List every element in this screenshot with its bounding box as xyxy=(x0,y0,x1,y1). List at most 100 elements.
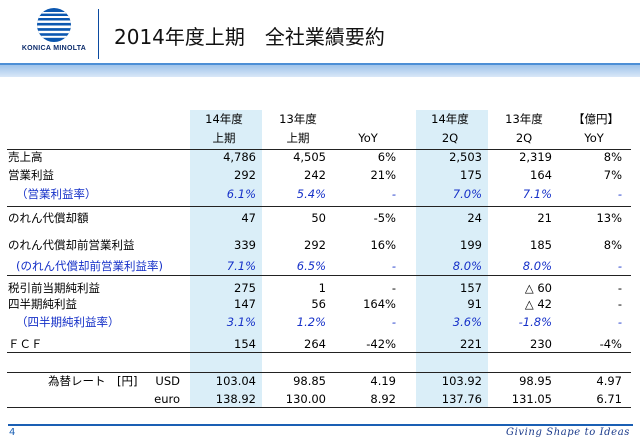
column-header: 13年度 xyxy=(279,112,317,126)
table-cell: 292 xyxy=(304,238,326,252)
table-cell: 138.92 xyxy=(215,392,256,406)
highlight-column xyxy=(190,110,262,407)
row-label: ＦＣＦ xyxy=(8,337,43,351)
table-cell: 185 xyxy=(530,238,552,252)
table-cell: - xyxy=(617,259,622,273)
table-cell: - xyxy=(617,297,622,311)
brand-slogan: Giving Shape to Ideas xyxy=(506,427,630,438)
table-cell: 6% xyxy=(377,150,396,164)
table-cell: 6.1% xyxy=(226,187,256,201)
table-cell: 98.85 xyxy=(293,374,326,388)
table-cell: 147 xyxy=(234,297,256,311)
table-cell: 8% xyxy=(603,238,622,252)
row-label: のれん代償却額 xyxy=(8,211,89,225)
column-header: 2Q xyxy=(515,131,533,145)
table-cell: 103.92 xyxy=(441,374,482,388)
column-header: 13年度 xyxy=(505,112,543,126)
table-cell: 7.0% xyxy=(452,187,482,201)
column-header: YoY xyxy=(584,131,604,145)
page-title: 2014年度上期 全社業績要約 xyxy=(114,25,385,49)
table-cell: 8% xyxy=(603,150,622,164)
table-cell: 130.00 xyxy=(285,392,326,406)
table-cell: 4.97 xyxy=(596,374,622,388)
row-label: 営業利益 xyxy=(8,168,54,182)
table-cell: 4,505 xyxy=(293,150,326,164)
table-cell: 2,319 xyxy=(519,150,552,164)
row-label: 税引前当期純利益 xyxy=(8,281,100,295)
row-label: （営業利益率） xyxy=(16,187,97,201)
table-cell: -42% xyxy=(366,337,396,351)
table-cell: 175 xyxy=(460,168,482,182)
table-cell: -5% xyxy=(373,211,396,225)
table-cell: 8.92 xyxy=(370,392,396,406)
column-header: YoY xyxy=(358,131,378,145)
table-cell: 91 xyxy=(467,297,482,311)
row-label: （四半期純利益率） xyxy=(16,315,120,329)
logo-wordmark: KONICA MINOLTA xyxy=(21,45,87,52)
table-cell: 164 xyxy=(530,168,552,182)
table-cell: 103.04 xyxy=(215,374,256,388)
table-cell: 275 xyxy=(234,281,256,295)
table-cell: - xyxy=(617,315,622,329)
fx-currency: euro xyxy=(154,392,180,406)
table-cell: 164% xyxy=(363,297,396,311)
table-cell: 8.0% xyxy=(522,259,552,273)
table-cell: 3.1% xyxy=(226,315,256,329)
table-cell: - xyxy=(617,187,622,201)
table-cell: 242 xyxy=(304,168,326,182)
table-rule xyxy=(7,206,631,207)
table-cell: 13% xyxy=(596,211,622,225)
table-cell: 4,786 xyxy=(223,150,256,164)
table-cell: 230 xyxy=(530,337,552,351)
table-cell: 137.76 xyxy=(441,392,482,406)
title-divider xyxy=(98,9,99,59)
table-cell: △ 60 xyxy=(524,281,552,295)
fx-label: 為替レート [円] xyxy=(48,374,138,388)
fx-currency: USD xyxy=(155,374,180,388)
header-band-line xyxy=(0,63,640,65)
table-cell: 3.6% xyxy=(452,315,482,329)
column-header: 14年度 xyxy=(205,112,243,126)
table-cell: - xyxy=(391,281,396,295)
company-logo: KONICA MINOLTA xyxy=(6,4,102,62)
table-cell: -1.8% xyxy=(518,315,552,329)
table-rule xyxy=(7,372,631,373)
table-cell: 6.71 xyxy=(596,392,622,406)
table-cell: 199 xyxy=(460,238,482,252)
table-cell: 56 xyxy=(311,297,326,311)
row-label: のれん代償却前営業利益 xyxy=(8,238,135,252)
table-cell: 339 xyxy=(234,238,256,252)
row-label: 四半期純利益 xyxy=(8,297,77,311)
table-cell: - xyxy=(391,315,396,329)
footer-divider xyxy=(8,424,633,426)
table-cell: 1.2% xyxy=(296,315,326,329)
page-number: 4 xyxy=(9,427,16,438)
table-cell: 24 xyxy=(467,211,482,225)
table-cell: 21 xyxy=(537,211,552,225)
table-rule xyxy=(7,149,631,150)
table-cell: 264 xyxy=(304,337,326,351)
column-header: 上期 xyxy=(286,131,310,145)
table-cell: 2,503 xyxy=(449,150,482,164)
table-rule xyxy=(7,352,631,353)
table-cell: 7.1% xyxy=(522,187,552,201)
table-cell: - xyxy=(617,281,622,295)
column-header: 2Q xyxy=(441,131,459,145)
table-rule xyxy=(7,407,631,408)
row-label: (のれん代償却前営業利益率) xyxy=(16,259,163,273)
table-cell: 5.4% xyxy=(296,187,326,201)
table-cell: 50 xyxy=(311,211,326,225)
row-label: 売上高 xyxy=(8,150,43,164)
table-cell: 7% xyxy=(603,168,622,182)
table-cell: 1 xyxy=(318,281,326,295)
table-cell: 221 xyxy=(460,337,482,351)
table-cell: 7.1% xyxy=(226,259,256,273)
table-cell: 6.5% xyxy=(296,259,326,273)
column-header: 14年度 xyxy=(431,112,469,126)
table-cell: 292 xyxy=(234,168,256,182)
table-cell: - xyxy=(391,187,396,201)
table-cell: 47 xyxy=(241,211,256,225)
header-band xyxy=(0,65,640,77)
table-cell: - xyxy=(391,259,396,273)
